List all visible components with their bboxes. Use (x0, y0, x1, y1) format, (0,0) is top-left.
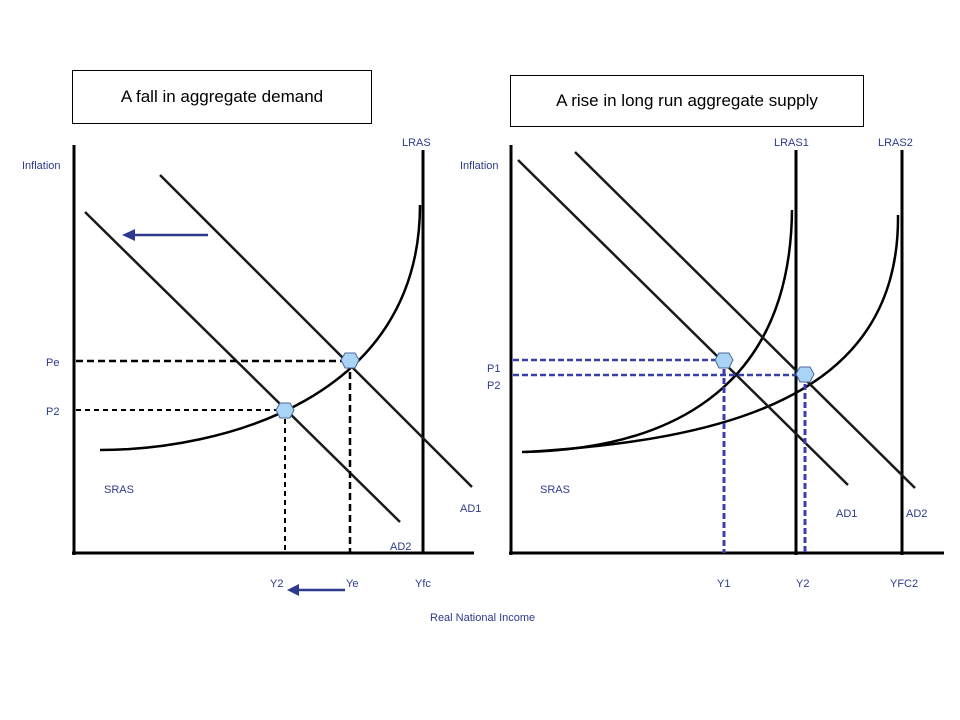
right-lras2-label: LRAS2 (878, 137, 913, 149)
right-yfc2-label: YFC2 (890, 578, 918, 590)
right-panel-title: A rise in long run aggregate supply (510, 75, 864, 127)
left-yfc-label: Yfc (415, 578, 431, 590)
left-equilibrium-point-2 (275, 402, 295, 419)
right-lras1-label: LRAS1 (774, 137, 809, 149)
right-equilibrium-point-1 (714, 352, 734, 369)
right-p2-label: P2 (487, 380, 500, 392)
left-equilibrium-point-e (340, 352, 360, 369)
left-panel-title: A fall in aggregate demand (72, 70, 372, 124)
left-p2-label: P2 (46, 406, 59, 418)
right-ad2-label: AD2 (906, 508, 927, 520)
left-pe-label: Pe (46, 357, 59, 369)
right-panel: Inflation LRAS1 LRAS2 SRAS AD1 AD2 P1 P2… (460, 137, 944, 590)
left-sras-label: SRAS (104, 484, 134, 496)
right-sras2-curve (525, 214, 900, 454)
x-axis-label: Real National Income (430, 612, 535, 624)
right-p1-label: P1 (487, 363, 500, 375)
left-ad1-line (159, 174, 473, 488)
right-ad1-line (517, 159, 849, 486)
right-y-axis-label: Inflation (460, 160, 499, 172)
left-sras-curve (99, 204, 422, 452)
right-y2-label: Y2 (796, 578, 809, 590)
left-lras-label: LRAS (402, 137, 431, 149)
right-equilibrium-point-2 (795, 366, 815, 383)
right-ad1-label: AD1 (836, 508, 857, 520)
left-ad2-label: AD2 (390, 541, 411, 553)
left-ad2-line (84, 211, 401, 523)
right-sras-label: SRAS (540, 484, 570, 496)
left-y2-label: Y2 (270, 578, 283, 590)
left-ye-label: Ye (346, 578, 358, 590)
left-panel: Inflation LRAS SRAS AD1 AD2 Pe P2 Y2 Ye … (22, 137, 481, 596)
right-ad2-line (574, 151, 916, 489)
left-shift-arrow-icon (122, 229, 208, 241)
left-income-arrow-icon (287, 584, 345, 596)
left-y-axis-label: Inflation (22, 160, 61, 172)
left-ad1-label: AD1 (460, 503, 481, 515)
right-sras1-curve (521, 209, 794, 454)
right-y1-label: Y1 (717, 578, 730, 590)
